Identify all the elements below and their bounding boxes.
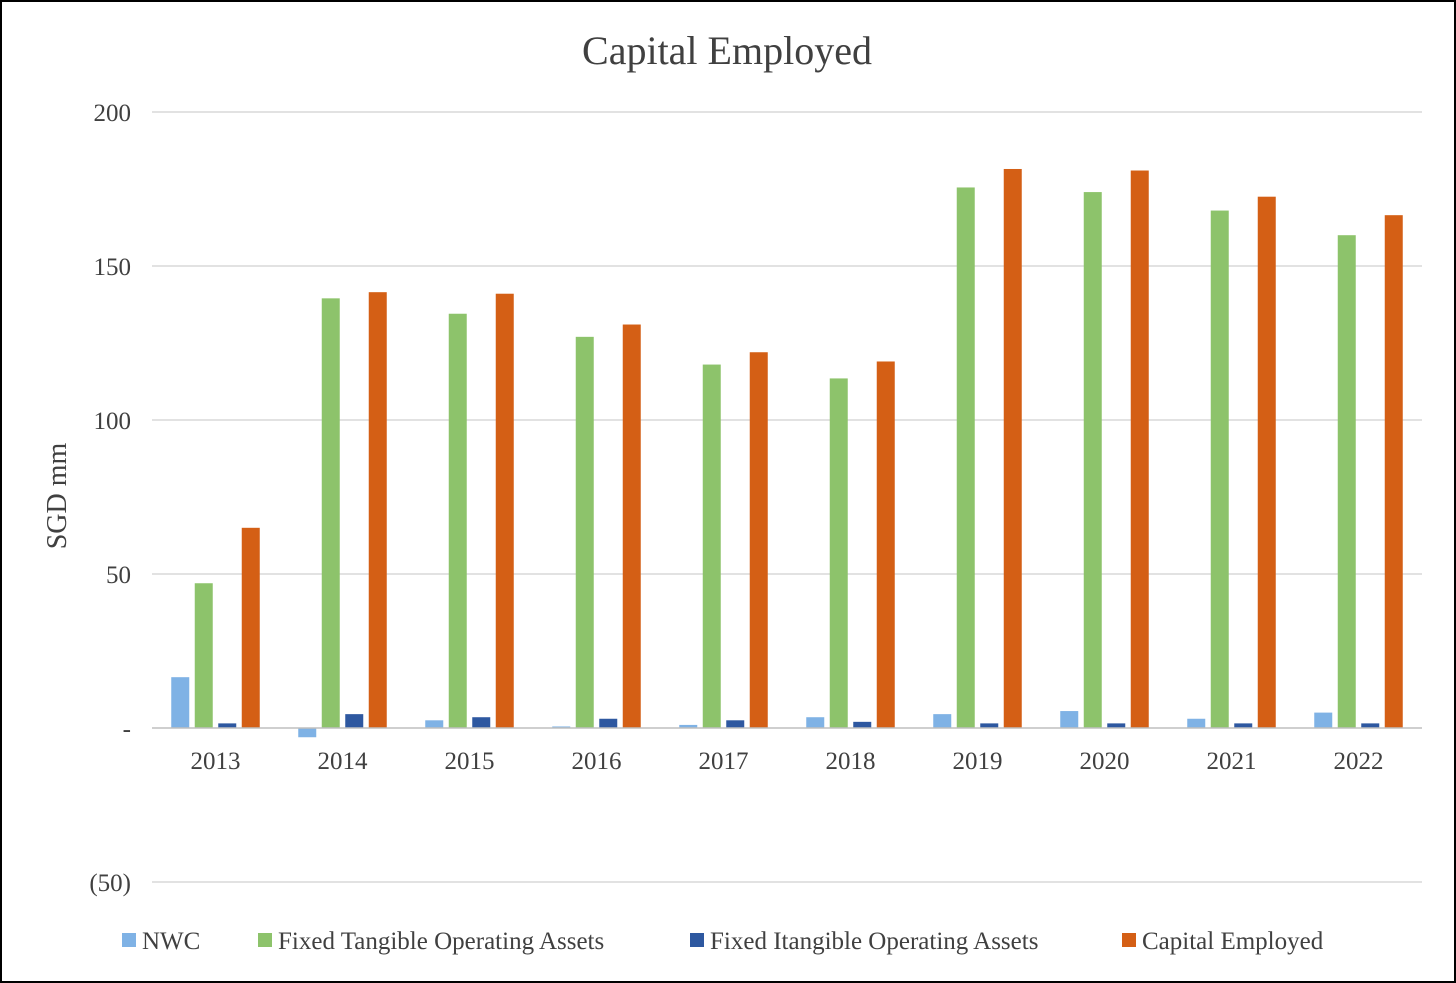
bar-nwc-2022 xyxy=(1314,712,1333,728)
y-tick-label: 100 xyxy=(94,408,132,435)
x-tick-label: 2018 xyxy=(826,748,876,775)
legend-swatch xyxy=(122,933,136,947)
bar-nwc-2016 xyxy=(552,726,571,728)
bar-fixed-itangible-operating-assets-2015 xyxy=(472,717,491,728)
bar-fixed-itangible-operating-assets-2019 xyxy=(980,723,999,728)
legend-item: Fixed Tangible Operating Assets xyxy=(258,928,604,955)
x-tick-label: 2022 xyxy=(1334,748,1384,775)
x-axis-ticks: 2013 2014 2015 2016 2017 2018 2019 2020 2021 2022 xyxy=(191,748,1384,775)
bar-fixed-tangible-operating-assets-2021 xyxy=(1210,210,1229,728)
bar-nwc-2017 xyxy=(679,724,698,728)
legend-item: NWC xyxy=(122,928,200,955)
bar-nwc-2014 xyxy=(298,728,317,738)
bar-nwc-2013 xyxy=(171,677,190,728)
y-axis-title: SGD mm xyxy=(42,442,73,549)
bar-fixed-tangible-operating-assets-2022 xyxy=(1337,235,1356,728)
bar-capital-employed-2014 xyxy=(368,292,387,728)
bar-fixed-itangible-operating-assets-2016 xyxy=(599,718,618,728)
bar-nwc-2020 xyxy=(1060,711,1079,728)
bar-fixed-tangible-operating-assets-2014 xyxy=(321,298,340,728)
x-tick-label: 2019 xyxy=(953,748,1003,775)
bar-fixed-tangible-operating-assets-2013 xyxy=(194,583,213,728)
x-tick-label: 2013 xyxy=(191,748,241,775)
bar-fixed-tangible-operating-assets-2017 xyxy=(702,364,721,728)
y-tick-label: - xyxy=(123,716,131,743)
bar-fixed-tangible-operating-assets-2015 xyxy=(448,313,467,728)
bar-capital-employed-2021 xyxy=(1257,196,1276,728)
gridlines xyxy=(152,111,1422,883)
bar-capital-employed-2017 xyxy=(749,352,768,728)
x-tick-label: 2016 xyxy=(572,748,622,775)
legend-label: Fixed Itangible Operating Assets xyxy=(710,928,1038,955)
bar-capital-employed-2015 xyxy=(495,293,514,728)
bar-fixed-tangible-operating-assets-2020 xyxy=(1083,192,1102,728)
bar-nwc-2021 xyxy=(1187,718,1206,728)
bar-fixed-itangible-operating-assets-2018 xyxy=(853,721,872,728)
bar-fixed-itangible-operating-assets-2014 xyxy=(345,714,364,728)
bar-fixed-tangible-operating-assets-2016 xyxy=(575,336,594,728)
bar-capital-employed-2013 xyxy=(241,527,260,728)
legend-swatch xyxy=(258,933,272,947)
legend-item: Fixed Itangible Operating Assets xyxy=(690,928,1038,955)
bar-capital-employed-2019 xyxy=(1003,168,1022,729)
y-tick-label: (50) xyxy=(89,870,131,897)
bars xyxy=(171,168,1403,738)
legend: NWC Fixed Tangible Operating Assets Fixed … xyxy=(122,928,1324,955)
bar-capital-employed-2022 xyxy=(1384,215,1403,728)
y-tick-label: 150 xyxy=(94,254,132,281)
bar-fixed-itangible-operating-assets-2021 xyxy=(1234,723,1253,728)
bar-fixed-tangible-operating-assets-2019 xyxy=(956,187,975,728)
bar-fixed-itangible-operating-assets-2022 xyxy=(1361,723,1380,728)
x-tick-label: 2015 xyxy=(445,748,495,775)
legend-swatch xyxy=(690,933,704,947)
bar-capital-employed-2016 xyxy=(622,324,641,728)
chart-title: Capital Employed xyxy=(582,28,872,73)
y-tick-label: 200 xyxy=(94,100,132,127)
bar-capital-employed-2020 xyxy=(1130,170,1149,728)
bar-fixed-itangible-operating-assets-2013 xyxy=(218,723,237,728)
bar-nwc-2019 xyxy=(933,714,952,728)
bar-fixed-tangible-operating-assets-2018 xyxy=(829,378,848,728)
x-tick-label: 2017 xyxy=(699,748,749,775)
x-tick-label: 2014 xyxy=(318,748,369,775)
bar-capital-employed-2018 xyxy=(876,361,895,728)
x-tick-label: 2020 xyxy=(1080,748,1130,775)
x-tick-label: 2021 xyxy=(1207,748,1257,775)
legend-swatch xyxy=(1122,933,1136,947)
legend-label: NWC xyxy=(142,928,200,955)
legend-item: Capital Employed xyxy=(1122,928,1324,955)
y-tick-label: 50 xyxy=(106,562,131,589)
legend-label: Capital Employed xyxy=(1142,928,1324,955)
legend-label: Fixed Tangible Operating Assets xyxy=(278,928,604,955)
bar-fixed-itangible-operating-assets-2017 xyxy=(726,720,745,728)
y-axis-ticks: 200 150 100 50 - (50) xyxy=(89,100,131,897)
bar-fixed-itangible-operating-assets-2020 xyxy=(1107,723,1126,728)
bar-nwc-2018 xyxy=(806,717,825,728)
bar-nwc-2015 xyxy=(425,720,444,728)
